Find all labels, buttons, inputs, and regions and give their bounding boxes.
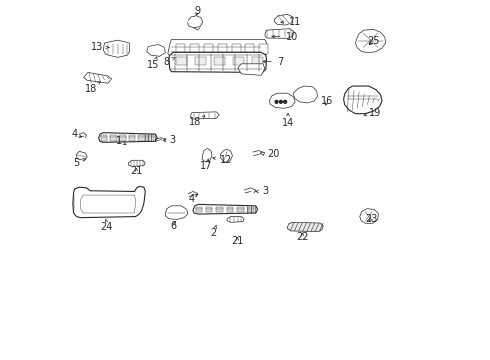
Bar: [206, 207, 213, 209]
Polygon shape: [73, 186, 146, 218]
Text: 17: 17: [200, 159, 213, 171]
Bar: [252, 57, 263, 65]
Bar: [233, 57, 244, 65]
Polygon shape: [81, 195, 136, 213]
Bar: [217, 207, 223, 209]
Bar: [120, 135, 126, 137]
Text: 22: 22: [296, 232, 309, 242]
Text: 3: 3: [163, 135, 175, 145]
Bar: [129, 136, 135, 140]
Polygon shape: [98, 133, 157, 142]
Polygon shape: [238, 64, 265, 75]
Text: 16: 16: [321, 96, 334, 106]
Polygon shape: [166, 206, 188, 220]
Text: 23: 23: [365, 214, 377, 224]
Text: 21: 21: [231, 236, 244, 246]
Text: 10: 10: [272, 32, 298, 41]
Bar: [176, 57, 187, 65]
Polygon shape: [294, 86, 318, 103]
Polygon shape: [191, 112, 219, 119]
Circle shape: [275, 100, 278, 103]
Polygon shape: [76, 151, 87, 160]
Text: 19: 19: [364, 108, 381, 118]
Text: 1: 1: [116, 136, 126, 146]
Bar: [248, 208, 254, 212]
Text: 12: 12: [213, 155, 233, 165]
Polygon shape: [193, 204, 258, 214]
Bar: [190, 44, 199, 54]
Bar: [259, 44, 269, 54]
Polygon shape: [270, 93, 295, 108]
Text: 25: 25: [367, 36, 380, 46]
Text: 6: 6: [170, 221, 176, 231]
Bar: [206, 208, 213, 212]
Text: 7: 7: [263, 57, 283, 67]
Polygon shape: [287, 222, 323, 231]
Text: 13: 13: [91, 42, 109, 52]
Bar: [248, 207, 254, 209]
Polygon shape: [168, 40, 267, 58]
Text: 20: 20: [260, 149, 279, 159]
Bar: [101, 136, 107, 140]
Bar: [195, 57, 206, 65]
Polygon shape: [360, 209, 378, 224]
Bar: [120, 136, 126, 140]
Text: 18: 18: [190, 116, 205, 127]
Polygon shape: [128, 160, 146, 166]
Text: 3: 3: [256, 186, 269, 197]
Text: 11: 11: [281, 17, 301, 27]
Bar: [237, 207, 244, 209]
Text: 15: 15: [147, 57, 160, 70]
Text: 4: 4: [72, 129, 81, 139]
Bar: [129, 135, 135, 137]
Text: 24: 24: [101, 219, 113, 231]
Bar: [204, 44, 213, 54]
Polygon shape: [220, 149, 232, 163]
Bar: [176, 44, 185, 54]
Bar: [217, 208, 223, 212]
Text: 4: 4: [188, 194, 198, 204]
Circle shape: [284, 100, 287, 103]
Bar: [227, 207, 233, 209]
Polygon shape: [147, 44, 166, 56]
Polygon shape: [202, 148, 212, 162]
Text: 2: 2: [210, 225, 217, 238]
Bar: [227, 208, 233, 212]
Bar: [245, 44, 254, 54]
Text: 21: 21: [130, 166, 143, 176]
Polygon shape: [265, 29, 294, 39]
Circle shape: [279, 100, 282, 103]
Polygon shape: [103, 40, 129, 57]
Bar: [110, 135, 117, 137]
Polygon shape: [274, 14, 294, 25]
Bar: [147, 135, 154, 137]
Bar: [101, 135, 107, 137]
Bar: [214, 57, 225, 65]
Bar: [138, 136, 145, 140]
Polygon shape: [227, 217, 245, 222]
Text: 5: 5: [74, 158, 86, 168]
Text: 14: 14: [282, 113, 294, 128]
Text: 18: 18: [85, 82, 100, 94]
Bar: [110, 136, 117, 140]
Bar: [147, 136, 154, 140]
Bar: [196, 207, 202, 209]
Polygon shape: [355, 30, 386, 53]
Text: 8: 8: [164, 57, 175, 67]
Bar: [196, 208, 202, 212]
Text: 9: 9: [195, 6, 201, 17]
Polygon shape: [343, 86, 382, 114]
Bar: [138, 135, 145, 137]
Bar: [237, 208, 244, 212]
Bar: [218, 44, 227, 54]
Polygon shape: [169, 52, 267, 72]
Bar: [232, 44, 241, 54]
Polygon shape: [170, 48, 181, 59]
Polygon shape: [84, 72, 112, 83]
